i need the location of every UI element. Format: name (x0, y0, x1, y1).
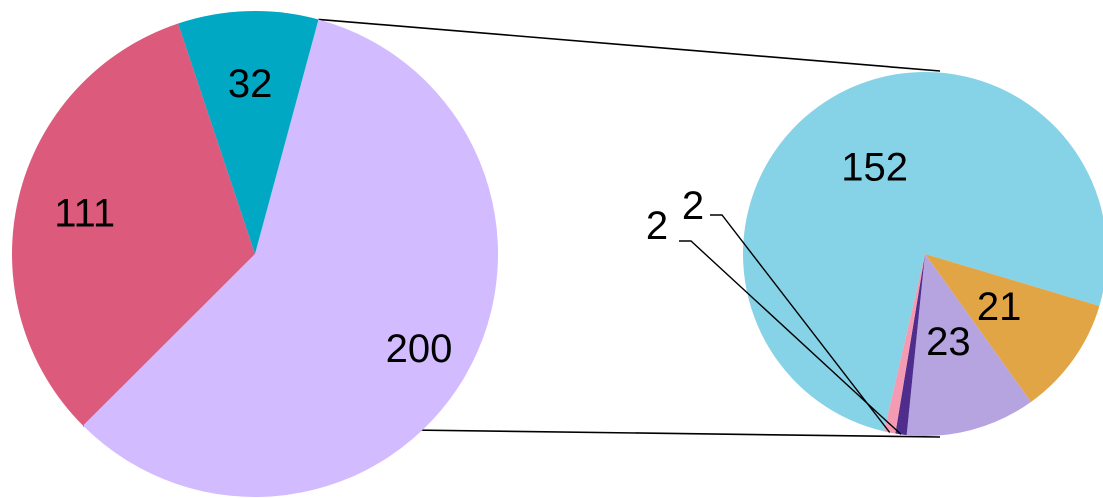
main-pie-slice-2 (178, 11, 319, 255)
breakout-pie-slice-2 (906, 254, 1031, 436)
breakout-pie-leader-3 (679, 240, 902, 435)
main-pie-label-2: 32 (228, 62, 273, 106)
breakout-pie-label-1: 21 (977, 285, 1022, 329)
breakout-pie-label-2: 23 (926, 320, 971, 364)
main-pie-label-1: 111 (54, 192, 115, 236)
main-pie (12, 11, 499, 498)
breakout-pie-slice-3 (895, 254, 925, 436)
breakout-pie-slice-1 (925, 254, 1100, 402)
breakout-pie-label-0: 152 (841, 146, 908, 190)
main-pie-slice-0 (83, 19, 499, 498)
connector-line-top (318, 18, 941, 72)
breakout-pie (742, 72, 1103, 436)
breakout-pie-label-4: 2 (682, 184, 704, 228)
breakout-pie-label-3: 2 (646, 204, 668, 248)
breakout-pie-slice-0 (742, 72, 1103, 432)
main-pie-label-0: 200 (386, 327, 453, 371)
breakout-pie-slice-4 (884, 254, 925, 434)
main-pie-slice-1 (12, 23, 256, 426)
breakout-pie-leader-4 (710, 214, 891, 433)
